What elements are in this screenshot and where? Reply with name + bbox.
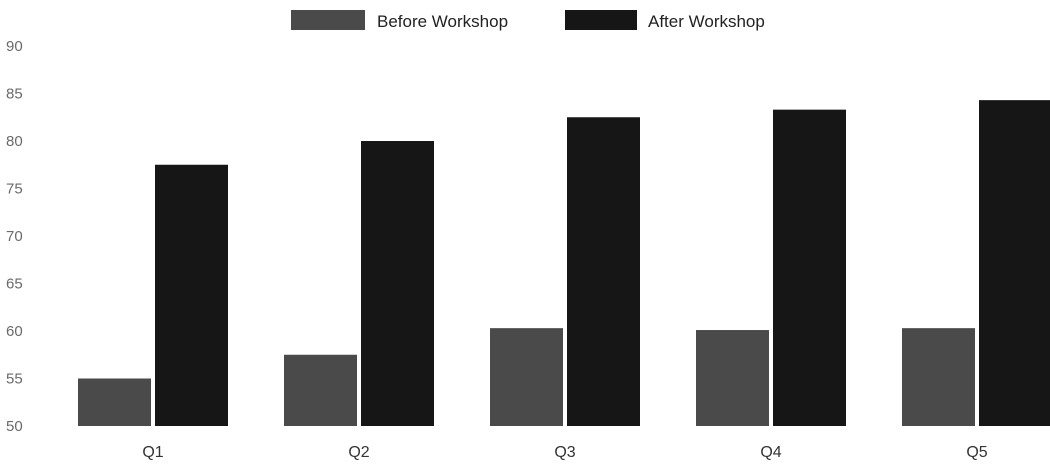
y-tick-label: 80 — [6, 133, 23, 150]
y-tick-label: 90 — [6, 38, 23, 55]
bar-after-workshop — [773, 109, 846, 427]
x-category-label: Q5 — [966, 444, 987, 461]
bar-before-workshop — [490, 328, 563, 426]
x-category-label: Q1 — [142, 444, 163, 461]
bar-before-workshop — [902, 328, 975, 426]
x-axis: Q1 Q2 Q3 Q4 Q5 — [142, 444, 987, 461]
bar-before-workshop — [696, 330, 769, 426]
x-category-label: Q2 — [348, 444, 369, 461]
y-axis: 50 55 60 65 70 75 80 85 90 — [6, 38, 23, 435]
y-tick-label: 55 — [6, 371, 23, 388]
legend-swatch-before — [291, 10, 365, 30]
y-tick-label: 60 — [6, 323, 23, 340]
bar-before-workshop — [78, 378, 151, 426]
x-category-label: Q3 — [554, 444, 575, 461]
legend: Before Workshop After Workshop — [291, 10, 765, 31]
legend-label-before: Before Workshop — [377, 12, 508, 31]
y-tick-label: 85 — [6, 86, 23, 103]
bar-after-workshop — [155, 164, 228, 426]
bar-after-workshop — [361, 141, 434, 426]
bar-after-workshop — [979, 100, 1050, 427]
bars — [78, 100, 1050, 427]
legend-swatch-after — [565, 10, 637, 30]
bar-after-workshop — [567, 117, 640, 426]
y-tick-label: 65 — [6, 276, 23, 293]
x-category-label: Q4 — [760, 444, 781, 461]
y-tick-label: 75 — [6, 181, 23, 198]
bar-before-workshop — [284, 354, 357, 426]
y-tick-label: 50 — [6, 418, 23, 435]
y-tick-label: 70 — [6, 228, 23, 245]
legend-label-after: After Workshop — [648, 12, 765, 31]
